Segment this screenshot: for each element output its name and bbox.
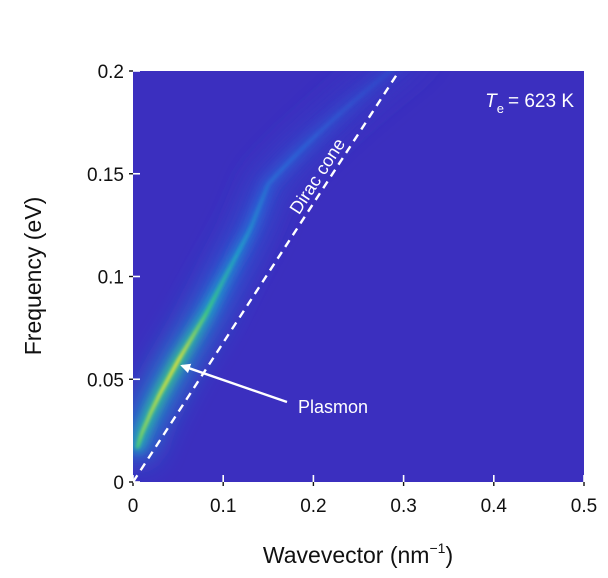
x-axis-title: Wavevector (nm−1) xyxy=(263,540,453,568)
heatmap-background xyxy=(133,71,584,482)
x-tick-label: 0.2 xyxy=(300,496,326,517)
plasmon-core xyxy=(135,50,416,449)
plasmon-core-segment xyxy=(376,71,393,83)
plasmon-arrow xyxy=(180,363,288,404)
plasmon-core-segment xyxy=(351,89,367,104)
plasmon-annotation-label: Plasmon xyxy=(298,397,368,417)
plasmon-core-segment xyxy=(276,161,290,176)
plasmon-core-segment xyxy=(296,141,310,155)
plasmon-heat-layer xyxy=(133,50,416,463)
x-axis-title-close: ) xyxy=(445,542,453,568)
plasmon-core-segment xyxy=(339,100,355,114)
plasmon-glow-wide-segment xyxy=(375,71,415,86)
y-tick-label: 0 xyxy=(113,473,124,494)
x-axis-title-superscript: −1 xyxy=(429,540,445,556)
temperature-subscript: e xyxy=(497,101,504,116)
y-axis-title: Frequency (eV) xyxy=(20,197,46,356)
plasmon-glow-mid-segment xyxy=(403,50,416,60)
y-tick-label: 0.05 xyxy=(87,370,124,391)
y-tick-label: 0.2 xyxy=(98,62,124,83)
axis-ticks: 0 0.1 0.2 0.3 0.4 0.5 0 0.05 0.1 0.15 0.2 xyxy=(87,62,597,517)
plasmon-glow-mid-segment xyxy=(384,71,401,77)
plasmon-core-segment xyxy=(317,120,332,135)
plasmon-core-segment xyxy=(388,71,393,73)
y-tick-label: 0.1 xyxy=(98,268,124,289)
plasmon-core-segment xyxy=(363,79,380,94)
plasmon-core-segment xyxy=(286,151,300,166)
x-tick-label: 0.5 xyxy=(571,496,597,517)
plasmon-core-segment xyxy=(306,131,321,145)
x-tick-label: 0.3 xyxy=(390,496,416,517)
plasmon-core-segment xyxy=(403,50,416,60)
x-tick-label: 0 xyxy=(128,496,139,517)
temperature-label: Te = 623 K xyxy=(485,91,574,116)
x-axis-title-main: Wavevector (nm xyxy=(263,542,430,568)
plasmon-core-segment xyxy=(266,172,280,186)
dirac-cone-line xyxy=(133,71,401,482)
x-tick-label: 0.1 xyxy=(210,496,236,517)
temperature-value: = 623 K xyxy=(508,91,574,112)
plasmon-core-segment xyxy=(328,110,344,124)
plasmon-glow-wide-segment xyxy=(392,71,415,76)
y-tick-label: 0.15 xyxy=(87,165,124,186)
temperature-symbol: T xyxy=(485,91,498,112)
x-tick-label: 0.4 xyxy=(481,496,508,517)
